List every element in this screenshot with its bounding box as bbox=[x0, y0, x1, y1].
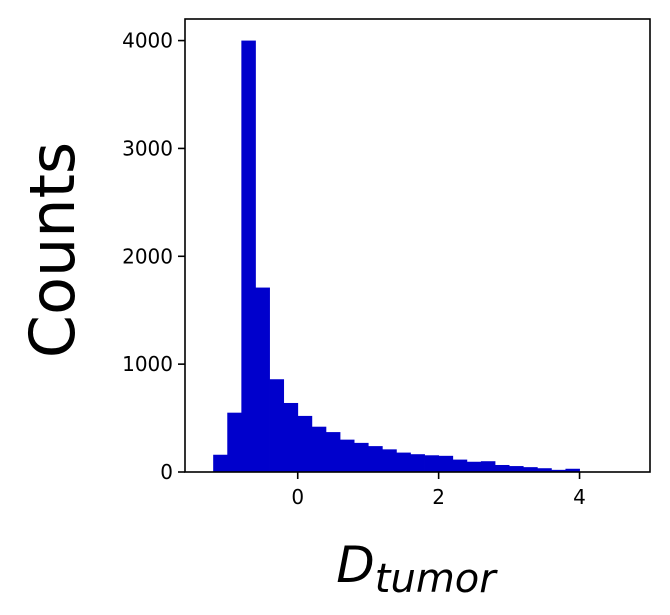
y-axis-ticks: 0 1000 2000 3000 4000 bbox=[122, 29, 185, 484]
y-tick-label: 1000 bbox=[122, 352, 173, 376]
histogram-bars bbox=[213, 40, 580, 472]
histogram-bar bbox=[424, 455, 440, 472]
histogram-bar bbox=[523, 467, 538, 472]
histogram-bar bbox=[227, 412, 242, 472]
histogram-bar bbox=[466, 461, 482, 472]
histogram-bar bbox=[509, 466, 524, 472]
histogram-bar bbox=[438, 455, 454, 472]
histogram-bar bbox=[213, 454, 228, 472]
histogram-bar bbox=[480, 461, 496, 472]
x-axis-label-main: D bbox=[336, 536, 375, 594]
histogram-bar bbox=[396, 452, 411, 472]
y-tick-label: 3000 bbox=[122, 136, 173, 160]
histogram-bar bbox=[452, 459, 468, 472]
histogram-bar bbox=[241, 40, 256, 472]
x-axis-label: Dtumor bbox=[336, 536, 498, 602]
histogram-bar bbox=[311, 426, 327, 472]
histogram-bar bbox=[255, 287, 270, 472]
x-tick-label: 2 bbox=[432, 485, 445, 509]
x-axis-label-subscript: tumor bbox=[375, 556, 498, 602]
histogram-bar bbox=[565, 468, 580, 472]
histogram-bar bbox=[325, 432, 341, 472]
histogram-bar bbox=[537, 468, 552, 472]
x-tick-label: 4 bbox=[573, 485, 586, 509]
plot-frame bbox=[184, 18, 651, 473]
y-tick-label: 0 bbox=[160, 460, 173, 484]
histogram-bar bbox=[297, 415, 313, 472]
y-tick-label: 4000 bbox=[122, 29, 173, 53]
y-tick-label: 2000 bbox=[122, 244, 173, 268]
x-axis-ticks: 0 2 4 bbox=[291, 472, 586, 509]
histogram-bar bbox=[368, 446, 383, 472]
histogram-bar bbox=[410, 454, 425, 472]
x-tick-label: 0 bbox=[291, 485, 304, 509]
histogram-bar bbox=[354, 442, 369, 472]
histogram-bar bbox=[495, 464, 510, 472]
histogram-bar bbox=[551, 469, 566, 472]
y-axis-label: Counts bbox=[16, 142, 89, 358]
histogram-bar bbox=[283, 402, 299, 472]
histogram-bar bbox=[382, 449, 397, 472]
histogram-bar bbox=[269, 379, 285, 472]
histogram-bar bbox=[340, 439, 355, 472]
